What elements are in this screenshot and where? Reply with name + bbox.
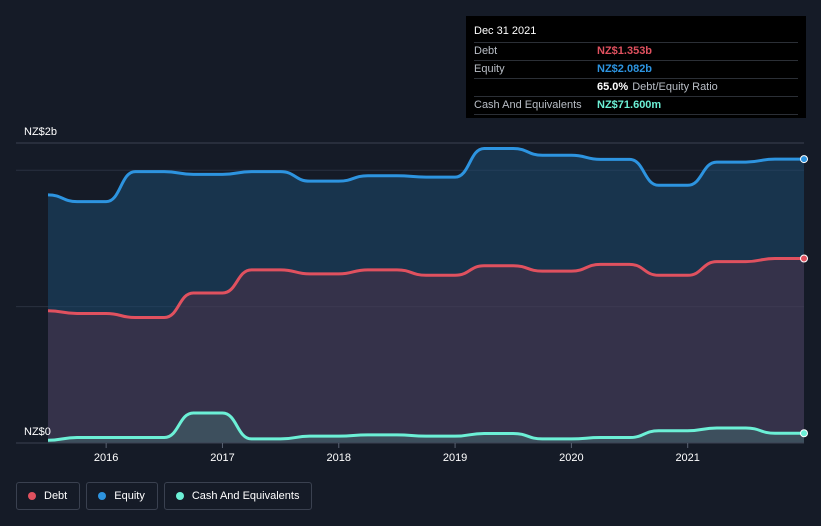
x-tick-label: 2018	[327, 452, 351, 464]
legend-label: Equity	[114, 490, 145, 502]
y-axis-label-bottom: NZ$0	[24, 426, 51, 438]
x-tick-label: 2020	[559, 452, 583, 464]
tooltip: Dec 31 2021 Debt NZ$1.353b Equity NZ$2.0…	[466, 16, 806, 118]
tooltip-value: NZ$1.353b	[597, 45, 653, 57]
endpoint-cash-and-equivalents	[800, 429, 808, 438]
y-axis-label-top: NZ$2b	[24, 126, 57, 138]
legend-item-equity[interactable]: Equity	[86, 482, 158, 510]
tooltip-label: Debt	[474, 45, 498, 57]
endpoint-equity	[800, 155, 808, 164]
tooltip-sublabel: Debt/Equity Ratio	[632, 81, 718, 93]
line-cash-and-equivalents	[47, 411, 804, 442]
x-tick-label: 2017	[210, 452, 234, 464]
legend-label: Cash And Equivalents	[191, 490, 300, 502]
area-debt	[48, 258, 804, 443]
x-tick-label: 2019	[443, 452, 467, 464]
legend-item-cash[interactable]: Cash And Equivalents	[163, 482, 313, 510]
legend-label: Debt	[44, 490, 68, 502]
tooltip-label: Equity	[474, 63, 505, 75]
tooltip-value: NZ$2.082b	[597, 63, 653, 75]
x-tick-label: 2016	[94, 452, 118, 464]
tooltip-row-equity: Equity NZ$2.082b	[474, 61, 798, 79]
tooltip-row-debt: Debt NZ$1.353b	[474, 43, 798, 61]
legend-dot-icon	[28, 492, 36, 500]
area-equity	[48, 148, 804, 444]
tooltip-row-cash: Cash And Equivalents NZ$71.600m	[474, 97, 798, 115]
area-cash-and-equivalents	[48, 413, 804, 443]
x-tick-label: 2021	[675, 452, 699, 464]
legend-item-debt[interactable]: Debt	[16, 482, 81, 510]
tooltip-value: NZ$71.600m	[597, 99, 662, 111]
line-debt	[47, 257, 804, 320]
line-equity	[47, 146, 804, 204]
series-lines	[47, 146, 808, 442]
legend: Debt Equity Cash And Equivalents	[16, 482, 313, 510]
tooltip-label: Cash And Equivalents	[474, 99, 582, 111]
legend-dot-icon	[175, 492, 184, 500]
series-areas	[48, 148, 804, 444]
tooltip-date: Dec 31 2021	[474, 23, 798, 43]
tooltip-label	[474, 79, 597, 96]
legend-dot-icon	[98, 492, 107, 500]
tooltip-row-ratio: 65.0% Debt/Equity Ratio	[474, 79, 798, 97]
endpoint-debt	[800, 254, 808, 263]
tooltip-value: 65.0%	[597, 81, 629, 93]
x-axis: 2016 2017 2018 2019 2020 2021	[16, 442, 804, 464]
